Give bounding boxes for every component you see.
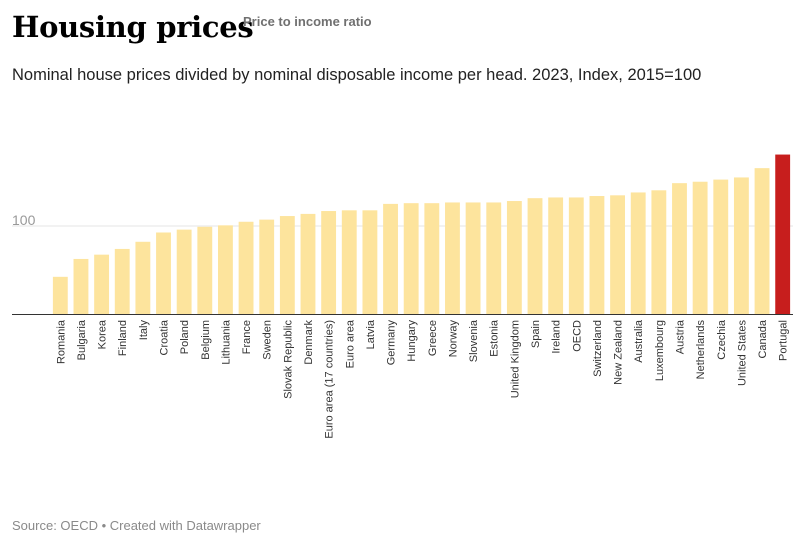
bar-euro-area-17-countries [321,211,337,314]
y-tick-label: 100 [12,212,36,228]
category-label-netherlands: Netherlands [695,320,707,380]
bar-latvia [362,210,378,314]
chart-kicker: Price to income ratio [243,14,372,29]
category-label-oecd: OECD [571,320,583,352]
bar-romania [52,276,68,314]
category-label-germany: Germany [386,320,398,366]
bar-euro-area [341,210,357,314]
bar-portugal [775,154,791,314]
bar-united-kingdom [506,201,522,314]
bar-finland [114,248,130,314]
bar-oecd [568,197,584,314]
category-label-slovenia: Slovenia [468,319,480,362]
bar-slovenia [465,202,481,314]
bar-united-states [733,177,749,314]
bar-new-zealand [610,195,625,314]
bar-switzerland [589,196,605,314]
category-label-italy: Italy [138,320,150,341]
bar-czechia [713,179,729,314]
bar-canada [754,168,770,314]
category-label-united-states: United States [736,320,748,387]
bar-france [238,221,254,314]
category-label-bulgaria: Bulgaria [76,319,88,360]
bar-belgium [197,226,213,314]
category-label-poland: Poland [179,320,191,354]
category-label-finland: Finland [117,320,129,356]
category-label-sweden: Sweden [262,320,274,360]
bar-lithuania [218,225,233,314]
category-label-latvia: Latvia [365,319,377,349]
bar-denmark [300,213,316,314]
chart-subtitle: Nominal house prices divided by nominal … [12,66,702,84]
category-label-estonia: Estonia [489,319,501,357]
category-label-united-kingdom: United Kingdom [509,320,521,398]
bar-hungary [403,203,419,314]
category-label-luxembourg: Luxembourg [654,320,666,381]
category-label-korea: Korea [97,319,109,349]
category-label-new-zealand: New Zealand [613,320,625,385]
category-label-lithuania: Lithuania [220,319,232,365]
bar-sweden [259,219,275,314]
category-label-spain: Spain [530,320,542,348]
category-label-romania: Romania [55,319,67,364]
bar-bulgaria [73,258,89,314]
source-note: Source: OECD • Created with Datawrapper [12,518,261,533]
category-label-portugal: Portugal [778,320,790,361]
bar-netherlands [692,181,708,314]
bar-australia [630,192,646,314]
category-label-slovak-republic: Slovak Republic [282,320,294,399]
category-label-france: France [241,320,253,354]
bar-croatia [156,232,171,314]
chart-title: Housing prices [12,10,254,44]
category-label-euro-area-17-countries: Euro area (17 countries) [324,320,336,439]
category-label-switzerland: Switzerland [592,320,604,377]
category-label-ireland: Ireland [551,320,563,354]
category-label-austria: Austria [674,319,686,354]
bar-austria [672,183,687,314]
bar-greece [424,203,440,314]
category-label-euro-area: Euro area [344,319,356,368]
bar-norway [445,202,460,314]
bar-germany [383,203,398,314]
category-label-australia: Australia [633,319,645,363]
category-label-canada: Canada [757,319,769,358]
category-label-greece: Greece [427,320,439,356]
bar-slovak-republic [279,216,295,314]
bar-poland [176,229,192,314]
category-label-norway: Norway [447,320,459,358]
bar-ireland [548,197,564,314]
category-label-belgium: Belgium [200,320,212,360]
bar-luxembourg [651,190,667,314]
bar-italy [135,241,151,314]
bar-korea [94,254,110,314]
category-label-czechia: Czechia [716,319,728,360]
category-label-hungary: Hungary [406,320,418,362]
bar-spain [527,198,543,314]
category-label-denmark: Denmark [303,320,315,365]
category-label-croatia: Croatia [159,319,171,355]
bar-estonia [486,202,502,314]
